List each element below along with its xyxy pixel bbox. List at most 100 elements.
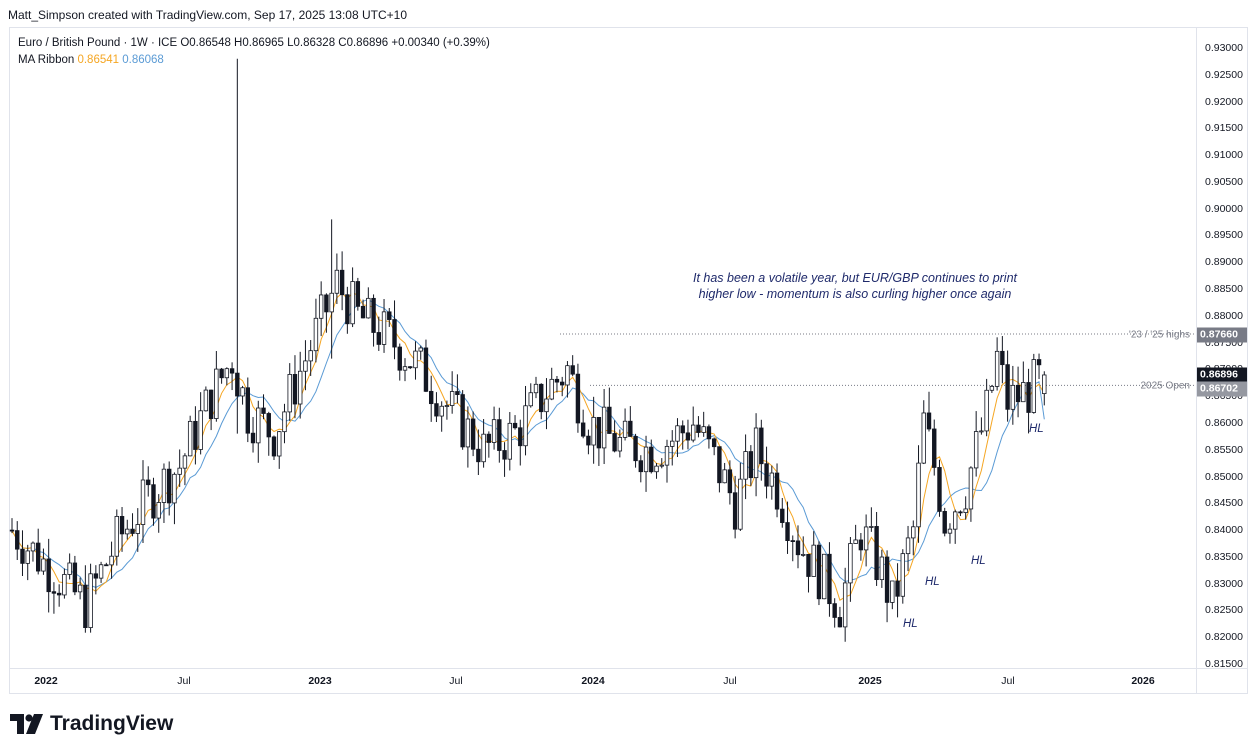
hl-label[interactable]: HL <box>903 618 918 630</box>
candle-body <box>224 368 230 379</box>
open-price-badge: 0.86702 <box>1197 381 1247 397</box>
candle <box>98 561 104 583</box>
candle-body <box>413 350 418 369</box>
candle-body <box>837 617 843 628</box>
candle-body <box>622 420 628 438</box>
candle <box>62 568 67 599</box>
tradingview-logo-icon <box>10 714 43 734</box>
candle-body <box>811 544 816 577</box>
candle-body <box>816 544 822 600</box>
candle-body <box>187 420 193 457</box>
candle-body <box>444 405 450 407</box>
candle <box>381 299 387 353</box>
y-tick-label: 0.84000 <box>1205 524 1243 537</box>
candle-body <box>104 564 109 567</box>
symbol-label[interactable]: Euro / British Pound · 1W · ICE <box>18 37 178 49</box>
candle-body <box>30 542 36 552</box>
annotation-line-1: It has been a volatile year, but EUR/GBP… <box>692 271 1018 285</box>
candle <box>911 520 916 556</box>
ma-ribbon-label[interactable]: MA Ribbon <box>18 54 75 66</box>
candle <box>434 392 439 423</box>
candle <box>780 497 785 528</box>
candle <box>444 400 450 420</box>
candle-body <box>418 347 423 352</box>
candle <box>748 445 754 486</box>
candle <box>570 355 575 377</box>
candle <box>533 376 539 399</box>
candle-body <box>523 405 528 447</box>
candle-body <box>958 511 963 514</box>
candle-body <box>827 553 832 605</box>
y-tick-label: 0.86000 <box>1205 416 1243 429</box>
candle <box>266 411 271 456</box>
candle <box>56 584 62 607</box>
brand-name: TradingView <box>50 712 174 735</box>
candle-body <box>1000 350 1005 366</box>
candle-body <box>36 542 41 572</box>
candle <box>827 542 832 617</box>
candle-body <box>858 539 864 551</box>
candle <box>1015 366 1021 418</box>
candle-body <box>963 508 968 513</box>
candle-body <box>785 522 790 541</box>
candle <box>1005 350 1010 422</box>
candle-body <box>842 582 848 628</box>
candle-body <box>979 430 984 433</box>
candle-body <box>769 472 774 487</box>
hl-label[interactable]: HL <box>971 555 986 567</box>
candle <box>649 439 654 474</box>
highs-level-label: '23 / '25 highs <box>1128 329 1190 341</box>
symbol-row: Euro / British Pound · 1W · ICE O0.86548… <box>18 35 490 52</box>
candle-body <box>596 416 602 449</box>
y-tick-label: 0.89500 <box>1205 229 1243 242</box>
candle-body <box>717 446 722 484</box>
candle-body <box>580 422 586 437</box>
candle <box>423 339 429 393</box>
candle <box>942 507 947 537</box>
candle <box>318 281 324 337</box>
candle <box>607 387 612 434</box>
hl-label[interactable]: HL <box>1029 423 1044 435</box>
candle-body <box>968 467 974 510</box>
candle <box>528 383 533 408</box>
candle-body <box>507 422 512 460</box>
candle <box>895 563 900 618</box>
candle <box>711 437 717 456</box>
candle-body <box>680 425 685 434</box>
candle <box>455 374 460 404</box>
candle-body <box>863 526 869 551</box>
candle <box>926 391 932 432</box>
candle-body <box>1036 359 1042 366</box>
candle-body <box>670 440 675 447</box>
tradingview-logo[interactable]: TradingView <box>10 712 173 736</box>
candle <box>806 553 811 593</box>
candle <box>811 531 816 577</box>
candle-body <box>56 592 62 596</box>
candle-body <box>240 387 245 397</box>
candle <box>685 419 691 450</box>
candle-body <box>376 332 381 345</box>
candle-body <box>229 368 235 374</box>
candle <box>670 430 675 466</box>
candle-body <box>381 311 387 345</box>
time-axis[interactable]: 2022 Jul 2023 Jul 2024 Jul 2025 Jul 2026 <box>10 669 1196 693</box>
candle <box>350 267 355 328</box>
candle-body <box>869 526 874 528</box>
candle <box>235 58 240 434</box>
candle-body <box>313 317 319 352</box>
candle-body <box>732 492 738 530</box>
candle-body <box>465 418 471 448</box>
candle-body <box>633 436 638 462</box>
candle <box>633 433 638 468</box>
chart-annotation[interactable]: It has been a volatile year, but EUR/GBP… <box>640 270 1070 302</box>
candle <box>15 521 20 561</box>
hl-label[interactable]: HL <box>925 576 940 588</box>
candle <box>842 567 848 642</box>
candle <box>187 415 193 457</box>
candle <box>277 431 282 469</box>
candle <box>135 508 140 552</box>
price-axis[interactable]: 0.93000 0.92500 0.92000 0.91500 0.91000 0.905… <box>1197 28 1247 670</box>
candle <box>67 553 72 580</box>
ma-row: MA Ribbon 0.86541 0.86068 <box>18 52 490 69</box>
